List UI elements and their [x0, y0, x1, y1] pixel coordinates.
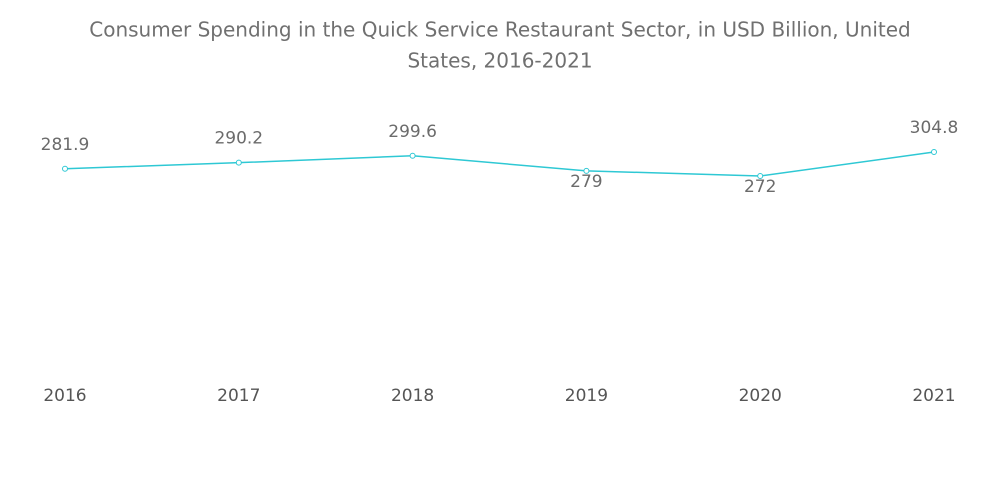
x-tick-label: 2020 [739, 386, 782, 406]
chart-title: Consumer Spending in the Quick Service R… [89, 18, 910, 42]
data-label: 279 [570, 172, 602, 192]
x-tick-label: 2018 [391, 386, 434, 406]
data-label: 290.2 [214, 129, 263, 149]
point [235, 159, 242, 166]
x-tick-label: 2019 [565, 386, 608, 406]
x-tick-label: 2017 [217, 386, 260, 406]
chart-title: States, 2016-2021 [407, 49, 592, 73]
data-label: 272 [744, 177, 776, 197]
x-tick-label: 2016 [43, 386, 86, 406]
point [409, 152, 416, 159]
data-label: 304.8 [910, 118, 959, 138]
data-label: 299.6 [388, 122, 437, 142]
line [64, 151, 935, 177]
point [62, 165, 68, 172]
point [757, 172, 764, 179]
point [583, 167, 590, 174]
point [931, 149, 937, 155]
x-tick-label: 2021 [912, 386, 955, 406]
data-label: 281.9 [41, 135, 90, 155]
